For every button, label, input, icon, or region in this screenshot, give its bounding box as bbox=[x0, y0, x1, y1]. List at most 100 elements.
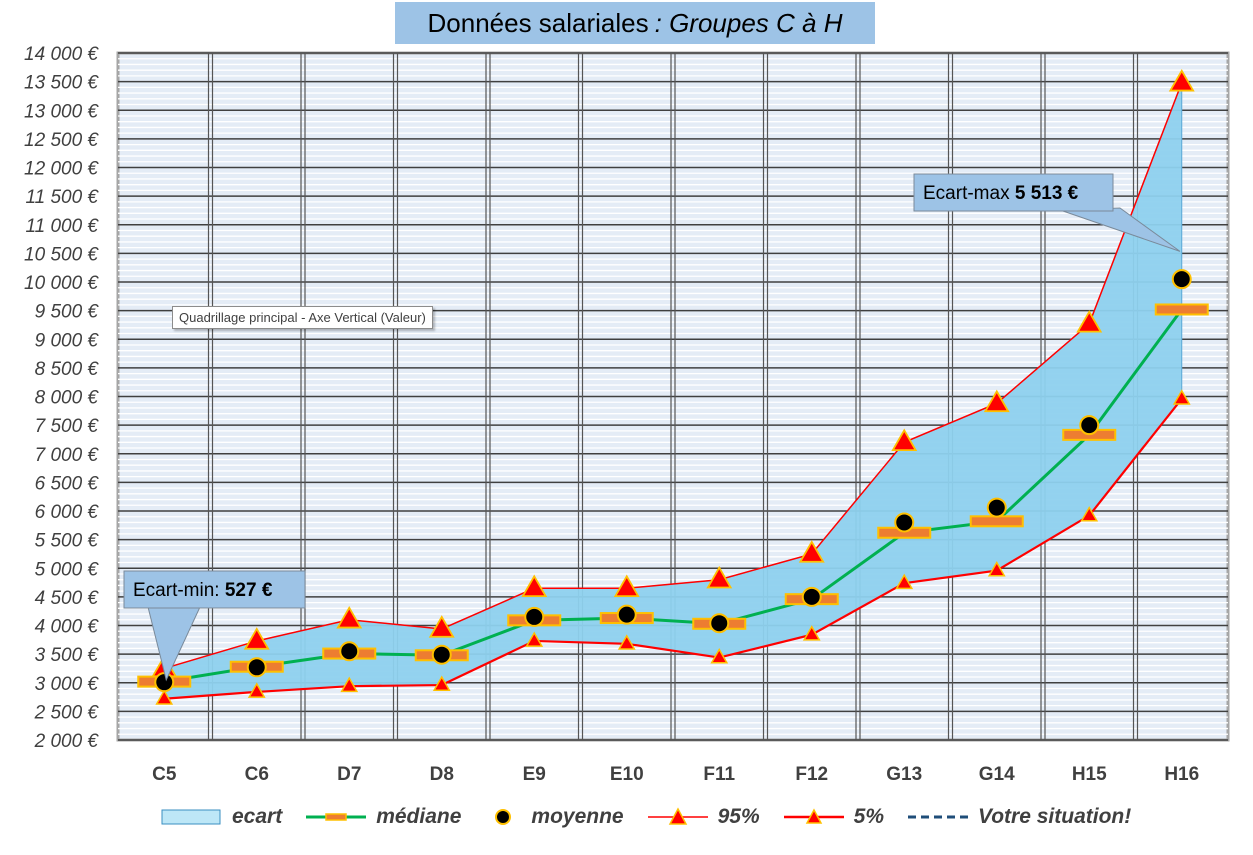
marker-95-E10 bbox=[613, 574, 640, 597]
moyenne-point-G13 bbox=[894, 512, 915, 533]
moyenne-point-C5 bbox=[154, 672, 175, 693]
y-tick-label: 4 000 € bbox=[35, 617, 100, 638]
median-bar-H16 bbox=[1154, 303, 1209, 316]
y-axis-tick-labels: 2 000 € 2 500 € 3 000 € 3 500 € 4 000 € 4 500… bbox=[24, 44, 99, 752]
marker-5-E10 bbox=[617, 634, 636, 650]
marker-5-E9 bbox=[525, 631, 544, 647]
chart-title-italic: : Groupes C à H bbox=[654, 7, 843, 38]
y-tick-label: 7 000 € bbox=[35, 445, 100, 466]
moyenne-point-E9 bbox=[524, 606, 545, 627]
moyenne-point-H15 bbox=[1079, 415, 1100, 436]
moyenne-point-E10 bbox=[616, 604, 637, 625]
marker-5-F11 bbox=[710, 648, 729, 664]
marker-5-D8 bbox=[432, 675, 451, 691]
x-tick-label: F11 bbox=[703, 764, 735, 785]
y-tick-label: 2 500 € bbox=[34, 702, 100, 723]
marker-95-G13 bbox=[891, 428, 918, 452]
y-tick-label: 3 000 € bbox=[35, 674, 100, 695]
legend-item-mediane[interactable]: médiane bbox=[304, 805, 461, 829]
legend-swatch-mediane bbox=[306, 813, 367, 821]
moyenne-point-D8 bbox=[431, 644, 452, 665]
marker-95-C6 bbox=[243, 627, 270, 650]
x-tick-label: H16 bbox=[1164, 764, 1199, 785]
y-tick-label: 10 000 € bbox=[24, 273, 99, 294]
y-tick-label: 5 000 € bbox=[35, 559, 100, 580]
marker-5-G14 bbox=[987, 561, 1006, 577]
vertical-gridlines bbox=[207, 53, 1139, 740]
x-tick-label: C5 bbox=[152, 764, 177, 785]
y-tick-label: 12 000 € bbox=[24, 159, 99, 180]
legend-item-ecart[interactable]: ecart bbox=[160, 805, 282, 829]
marker-5-G13 bbox=[895, 573, 914, 590]
y-tick-label: 6 000 € bbox=[35, 502, 100, 523]
y-tick-label: 4 500 € bbox=[35, 588, 100, 609]
marker-5-H16 bbox=[1172, 389, 1191, 405]
y-tick-label: 10 500 € bbox=[24, 244, 99, 265]
gridline-tooltip: Quadrillage principal - Axe Vertical (Va… bbox=[172, 306, 433, 329]
legend-label-moyenne: moyenne bbox=[531, 805, 624, 828]
moyenne-point-C6 bbox=[246, 657, 267, 678]
legend-swatch-moyenne bbox=[495, 809, 512, 825]
marker-95-E9 bbox=[521, 574, 548, 597]
legend-swatch-ecart bbox=[161, 809, 221, 825]
y-tick-label: 7 500 € bbox=[35, 416, 100, 437]
y-tick-label: 5 500 € bbox=[35, 531, 100, 552]
marker-5-H15 bbox=[1080, 506, 1099, 522]
ecart-min-text: Ecart-min: 527 € bbox=[133, 580, 273, 601]
marker-5-D7 bbox=[340, 676, 359, 693]
legend-item-95[interactable]: 95% bbox=[646, 805, 760, 829]
x-axis-tick-labels: C5 C6 D7 D8 E9 E10 F11 F12 G13 G14 H15 H16 bbox=[152, 764, 1199, 785]
x-tick-label: G14 bbox=[979, 764, 1015, 785]
legend-label-5: 5% bbox=[853, 805, 884, 828]
marker-5-C6 bbox=[247, 682, 266, 698]
y-tick-label: 9 500 € bbox=[35, 302, 100, 323]
marker-5-C5 bbox=[155, 689, 174, 705]
series-5-line bbox=[164, 398, 1183, 700]
ecart-min-callout bbox=[123, 570, 306, 609]
legend-label-situation: Votre situation! bbox=[978, 805, 1132, 828]
x-tick-label: G13 bbox=[886, 764, 922, 785]
series-95-line bbox=[164, 82, 1183, 670]
legend-swatch-95 bbox=[647, 807, 708, 825]
legend-swatch-5 bbox=[783, 808, 844, 824]
y-tick-label: 9 000 € bbox=[35, 330, 100, 351]
legend-item-situation[interactable]: Votre situation! bbox=[906, 805, 1131, 829]
y-tick-label: 11 000 € bbox=[25, 216, 99, 237]
x-tick-label: F12 bbox=[795, 764, 828, 785]
moyenne-point-G14 bbox=[986, 497, 1007, 518]
moyenne-point-D7 bbox=[339, 641, 360, 662]
legend: ecart médiane moyenne 95% 5% Votre situa… bbox=[160, 800, 1153, 834]
legend-label-mediane: médiane bbox=[376, 805, 462, 828]
series-marks bbox=[137, 68, 1209, 705]
y-tick-label: 13 500 € bbox=[24, 73, 99, 94]
x-tick-label: E10 bbox=[610, 764, 644, 785]
median-bar-G14 bbox=[969, 515, 1024, 528]
legend-item-moyenne[interactable]: moyenne bbox=[483, 805, 624, 829]
y-tick-label: 8 500 € bbox=[35, 359, 100, 380]
marker-95-G14 bbox=[983, 389, 1010, 413]
legend-label-ecart: ecart bbox=[232, 805, 283, 828]
callouts: Ecart-max 5 513 € Ecart-min: 527 € bbox=[123, 173, 1181, 682]
legend-swatch-situation bbox=[908, 815, 968, 819]
chart-title-main: Données salariales bbox=[427, 7, 649, 38]
x-tick-label: C6 bbox=[245, 764, 269, 785]
x-tick-label: E9 bbox=[523, 764, 546, 785]
y-tick-label: 2 000 € bbox=[34, 731, 100, 752]
marker-5-F12 bbox=[802, 625, 821, 641]
y-tick-label: 3 500 € bbox=[35, 645, 100, 666]
legend-item-5[interactable]: 5% bbox=[782, 805, 884, 829]
y-tick-label: 11 500 € bbox=[25, 187, 99, 208]
x-tick-label: D8 bbox=[430, 764, 454, 785]
y-tick-label: 13 000 € bbox=[24, 101, 99, 122]
legend-label-95: 95% bbox=[717, 805, 760, 828]
x-tick-label: H15 bbox=[1072, 764, 1107, 785]
marker-95-F12 bbox=[798, 540, 825, 563]
y-tick-label: 14 000 € bbox=[24, 44, 99, 65]
y-tick-label: 12 500 € bbox=[24, 130, 99, 151]
marker-95-D8 bbox=[428, 615, 455, 638]
moyenne-point-F12 bbox=[801, 586, 822, 607]
ecart-max-callout bbox=[913, 173, 1114, 212]
y-tick-label: 8 000 € bbox=[35, 388, 100, 409]
x-tick-label: D7 bbox=[337, 764, 361, 785]
